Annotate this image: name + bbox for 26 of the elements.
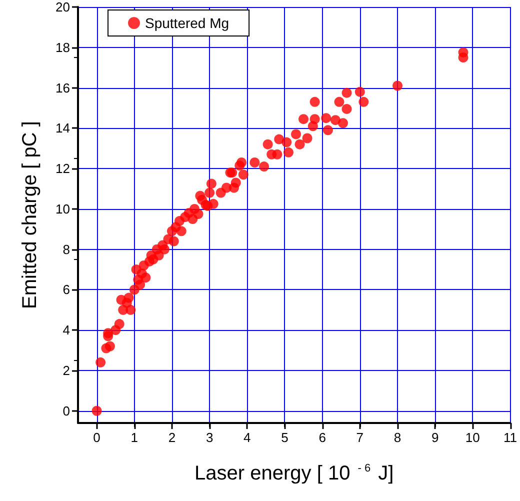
y-tick-label: 20 xyxy=(56,0,70,14)
y-axis-title: Emitted charge [ pC ] xyxy=(19,121,41,309)
x-tick-label: 7 xyxy=(356,430,364,445)
y-tick-label: 12 xyxy=(56,161,70,176)
y-tick-label: 10 xyxy=(56,201,70,216)
x-tick-label: 5 xyxy=(281,430,288,445)
x-axis-title: Laser energy [ 10 - 6 J] xyxy=(194,462,394,484)
x-tick-label: 11 xyxy=(504,430,517,445)
x-tick-label: 3 xyxy=(206,430,214,445)
y-tick-label: 16 xyxy=(56,80,70,96)
x-tick-label: 8 xyxy=(394,430,402,445)
x-tick-label: 1 xyxy=(130,430,138,445)
x-tick-label: 4 xyxy=(244,430,251,445)
x-tick-label: 2 xyxy=(168,430,176,445)
legend-label: Sputtered Mg xyxy=(145,15,230,31)
y-tick-label: 18 xyxy=(56,40,70,55)
x-tick-label: 6 xyxy=(318,430,326,445)
x-tick-label: 9 xyxy=(431,430,439,445)
x-tick-label: 10 xyxy=(465,430,480,445)
y-tick-label: 6 xyxy=(62,282,70,298)
y-tick-label: 8 xyxy=(62,242,70,257)
y-tick-label: 14 xyxy=(56,120,70,136)
x-tick-label: 0 xyxy=(93,430,100,445)
y-tick-label: 4 xyxy=(62,322,70,338)
y-tick-label: 0 xyxy=(62,403,70,418)
y-tick-label: 2 xyxy=(62,362,70,378)
